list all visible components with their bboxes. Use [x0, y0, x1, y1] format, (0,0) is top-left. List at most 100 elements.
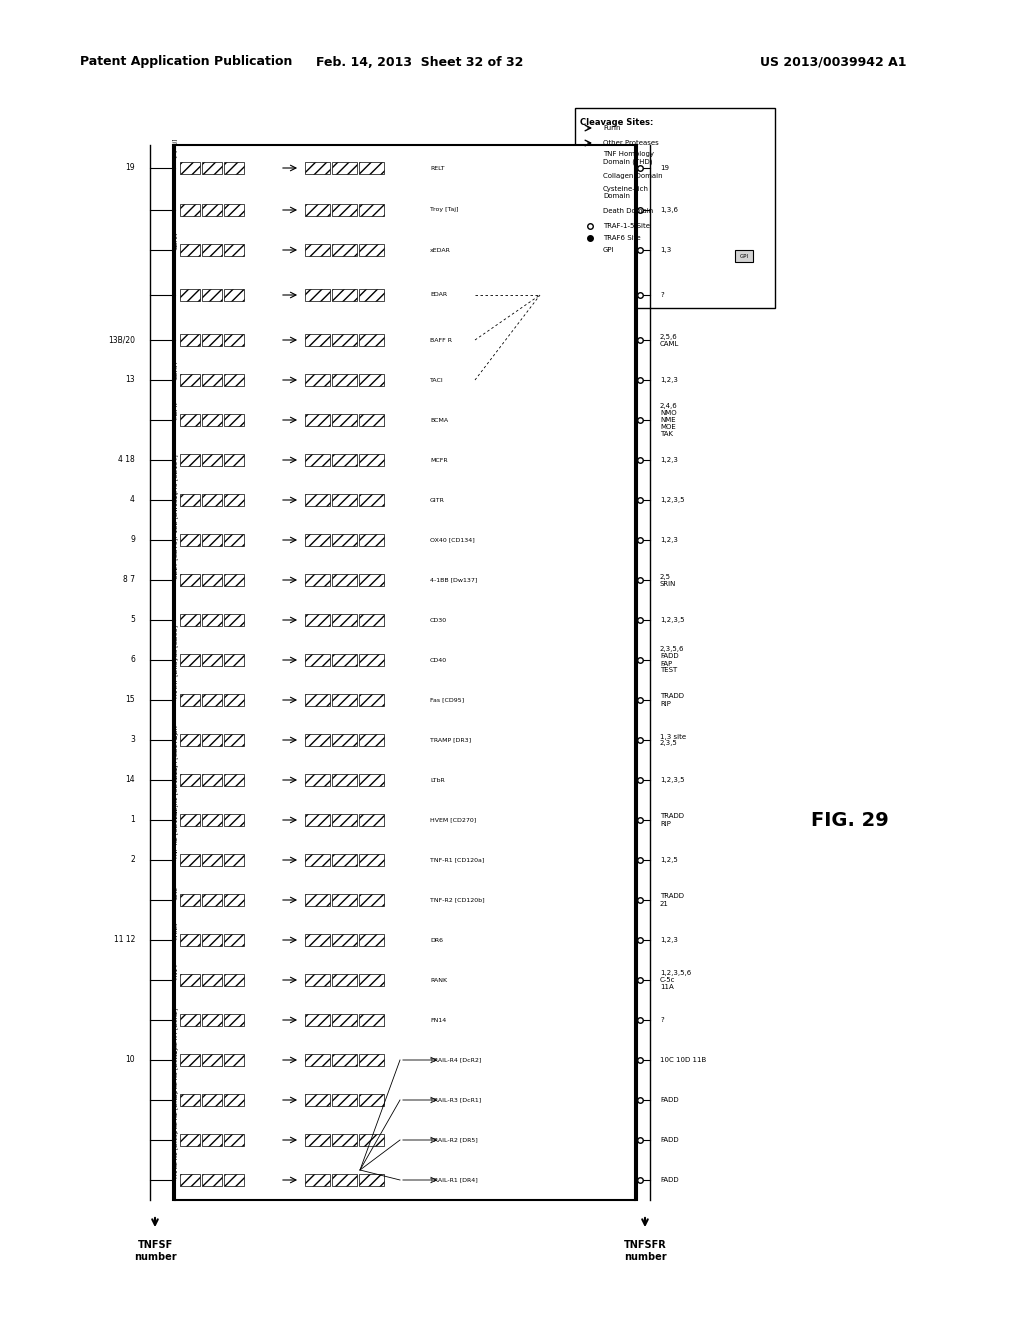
Bar: [332, 374, 357, 385]
Bar: [359, 935, 384, 946]
Bar: [332, 1053, 357, 1067]
Bar: [180, 774, 200, 785]
Bar: [305, 1134, 330, 1146]
Text: 2,3,5,6
FADD
FAP
TEST: 2,3,5,6 FADD FAP TEST: [660, 647, 684, 673]
Bar: [224, 244, 244, 256]
Bar: [359, 414, 384, 426]
Text: Patent Application Publication: Patent Application Publication: [80, 55, 293, 69]
Bar: [332, 614, 357, 626]
Text: GPI: GPI: [603, 247, 614, 253]
Text: number: number: [134, 1251, 176, 1262]
Text: 1,2,3,5,6
C-5c
11A: 1,2,3,5,6 C-5c 11A: [660, 970, 691, 990]
Text: 13B/20: 13B/20: [108, 335, 135, 345]
Bar: [332, 653, 357, 667]
Bar: [305, 289, 330, 301]
Text: FADD: FADD: [660, 1137, 679, 1143]
Text: 1,2,3,5: 1,2,3,5: [660, 498, 684, 503]
Bar: [224, 894, 244, 906]
Text: 1,2,3,5: 1,2,3,5: [660, 777, 684, 783]
Text: TNF-R2 [CD120b]: TNF-R2 [CD120b]: [430, 898, 484, 903]
Text: EDAR: EDAR: [173, 232, 178, 249]
Bar: [305, 734, 330, 746]
Bar: [305, 454, 330, 466]
Bar: [224, 494, 244, 506]
Text: Feb. 14, 2013  Sheet 32 of 32: Feb. 14, 2013 Sheet 32 of 32: [316, 55, 523, 69]
Text: TRAIL-R1 [DR4]: TRAIL-R1 [DR4]: [173, 1131, 178, 1179]
Bar: [359, 494, 384, 506]
Bar: [180, 614, 200, 626]
Bar: [359, 1094, 384, 1106]
Text: MCFR: MCFR: [173, 401, 178, 418]
Text: 2,4,6
NMO
NME
MOE
TAK: 2,4,6 NMO NME MOE TAK: [660, 403, 678, 437]
Text: TRAIL-R1 [DR4]: TRAIL-R1 [DR4]: [430, 1177, 478, 1183]
Text: 2: 2: [130, 855, 135, 865]
Text: BAFF R: BAFF R: [173, 272, 178, 294]
Bar: [359, 1173, 384, 1185]
Text: ?: ?: [660, 292, 664, 298]
Bar: [224, 653, 244, 667]
Bar: [305, 535, 330, 546]
Text: Other Proteases: Other Proteases: [603, 140, 658, 147]
Bar: [359, 1053, 384, 1067]
Bar: [224, 694, 244, 706]
Bar: [224, 1053, 244, 1067]
Text: TNF-R1 [CD120a]: TNF-R1 [CD120a]: [173, 764, 178, 818]
Bar: [359, 1134, 384, 1146]
Bar: [359, 334, 384, 346]
Bar: [359, 1014, 384, 1026]
Bar: [305, 1014, 330, 1026]
Bar: [359, 774, 384, 785]
Text: 2,5,6
CAML: 2,5,6 CAML: [660, 334, 679, 346]
Bar: [180, 935, 200, 946]
Bar: [202, 205, 222, 216]
Text: OPG: OPG: [173, 1006, 178, 1019]
Text: 2,5
SRIN: 2,5 SRIN: [660, 573, 677, 586]
Text: 1,2,3: 1,2,3: [660, 457, 678, 463]
Bar: [202, 454, 222, 466]
Text: TRAF-1-5 Site: TRAF-1-5 Site: [603, 223, 650, 228]
Bar: [180, 289, 200, 301]
Text: TRADD
RIP: TRADD RIP: [660, 813, 684, 826]
Bar: [359, 653, 384, 667]
Bar: [305, 494, 330, 506]
Bar: [180, 1094, 200, 1106]
Text: TNFSF: TNFSF: [137, 1239, 173, 1250]
Bar: [583, 206, 598, 216]
Bar: [305, 894, 330, 906]
Text: RANK: RANK: [173, 921, 178, 939]
Text: 1,3 site
2,3,5: 1,3 site 2,3,5: [660, 734, 686, 747]
Bar: [332, 289, 357, 301]
Bar: [180, 454, 200, 466]
Text: TRAF6 Site: TRAF6 Site: [603, 235, 641, 242]
Bar: [202, 935, 222, 946]
Bar: [359, 244, 384, 256]
Bar: [180, 1014, 200, 1026]
Text: 1,2,3,5: 1,2,3,5: [660, 616, 684, 623]
Bar: [332, 1134, 357, 1146]
Text: Troy [Taj]: Troy [Taj]: [173, 139, 178, 168]
Text: GPI: GPI: [739, 253, 749, 259]
Bar: [202, 162, 222, 174]
Bar: [305, 244, 330, 256]
Bar: [202, 334, 222, 346]
Bar: [575, 108, 775, 308]
Bar: [224, 734, 244, 746]
Text: BAFF R: BAFF R: [430, 338, 452, 342]
Bar: [332, 1094, 357, 1106]
Text: TRAMP [DR3]: TRAMP [DR3]: [430, 738, 471, 742]
Text: 4: 4: [130, 495, 135, 504]
Bar: [180, 574, 200, 586]
Bar: [332, 334, 357, 346]
Text: OX40 [CD134]: OX40 [CD134]: [173, 454, 178, 499]
Text: TRAIL-R3 [DcR1]: TRAIL-R3 [DcR1]: [430, 1097, 481, 1102]
Bar: [180, 734, 200, 746]
Text: RANK: RANK: [430, 978, 447, 982]
Text: 8 7: 8 7: [123, 576, 135, 585]
Bar: [332, 854, 357, 866]
Text: Death Domain: Death Domain: [603, 209, 653, 214]
Text: 4-1BB [Dw137]: 4-1BB [Dw137]: [173, 491, 178, 539]
Text: BCMA: BCMA: [173, 360, 178, 379]
Bar: [224, 1134, 244, 1146]
Bar: [583, 187, 598, 198]
Text: xEDAR: xEDAR: [430, 248, 451, 252]
